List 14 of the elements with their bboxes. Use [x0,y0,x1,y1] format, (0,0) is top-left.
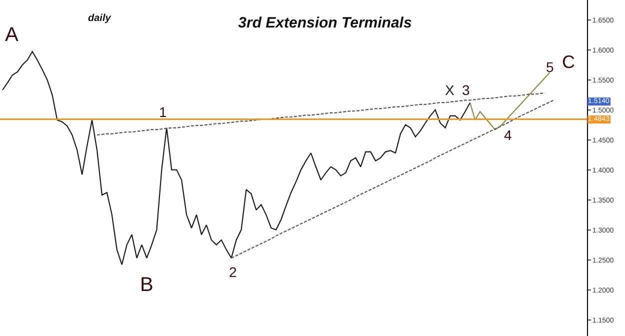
annotation: daily [88,13,112,24]
annotation: X [445,82,455,98]
annotation: 4 [504,127,512,143]
annotation: 1 [159,104,167,120]
annotation: A [5,24,19,46]
line-series [470,72,550,130]
annotation: 5 [546,59,554,75]
annotation: 3 [462,82,470,98]
annotation: B [140,274,154,296]
annotation: C [562,52,575,72]
annotation: 2 [229,264,237,280]
line-series [230,99,556,259]
text: 3rd Extension Terminals [238,14,412,32]
line-series [2,51,471,266]
